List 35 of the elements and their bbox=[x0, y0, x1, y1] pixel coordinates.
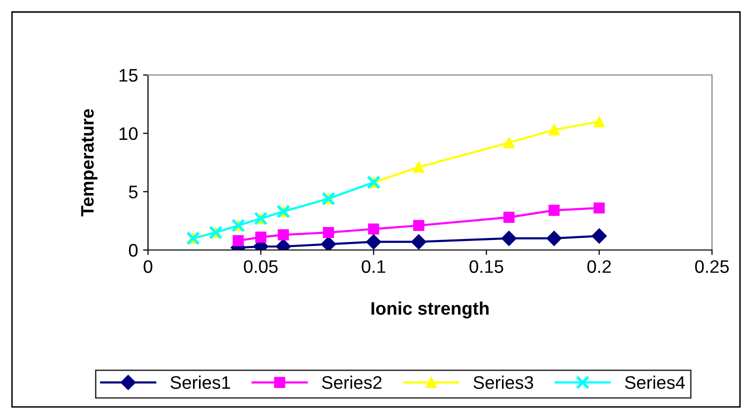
y-tick-label: 0 bbox=[128, 244, 138, 257]
x-tick-label: 0.15 bbox=[470, 260, 504, 273]
legend-label: Series3 bbox=[474, 376, 534, 389]
point bbox=[232, 235, 244, 246]
y-axis-title: Temperature bbox=[81, 109, 98, 216]
point bbox=[413, 162, 424, 173]
point bbox=[320, 236, 336, 250]
point bbox=[594, 116, 605, 128]
point bbox=[255, 232, 266, 243]
point bbox=[548, 124, 560, 136]
legend-label: Series4 bbox=[625, 376, 685, 389]
y-tick-label: 10 bbox=[120, 127, 138, 140]
point bbox=[503, 212, 515, 223]
point bbox=[322, 226, 334, 238]
x-tick-label: 0.2 bbox=[587, 260, 611, 273]
point bbox=[413, 220, 424, 232]
point bbox=[546, 230, 562, 246]
point bbox=[411, 234, 426, 250]
x-tick-label: 0.1 bbox=[362, 260, 386, 273]
y-tick-label: 15 bbox=[120, 69, 138, 82]
legend-label: Series1 bbox=[170, 376, 230, 389]
point bbox=[592, 228, 607, 244]
point bbox=[278, 229, 289, 240]
point bbox=[548, 204, 560, 216]
point bbox=[366, 234, 382, 250]
point bbox=[368, 223, 380, 235]
legend-label: Series2 bbox=[322, 376, 382, 389]
x-axis-title: Ionic strength bbox=[372, 302, 489, 318]
point bbox=[594, 202, 605, 214]
point bbox=[503, 137, 515, 148]
x-tick-label: 0.05 bbox=[244, 260, 278, 273]
y-tick-label: 5 bbox=[128, 186, 138, 198]
point bbox=[501, 230, 517, 246]
x-tick-label: 0 bbox=[144, 260, 152, 273]
x-tick-label: 0.25 bbox=[695, 260, 729, 273]
